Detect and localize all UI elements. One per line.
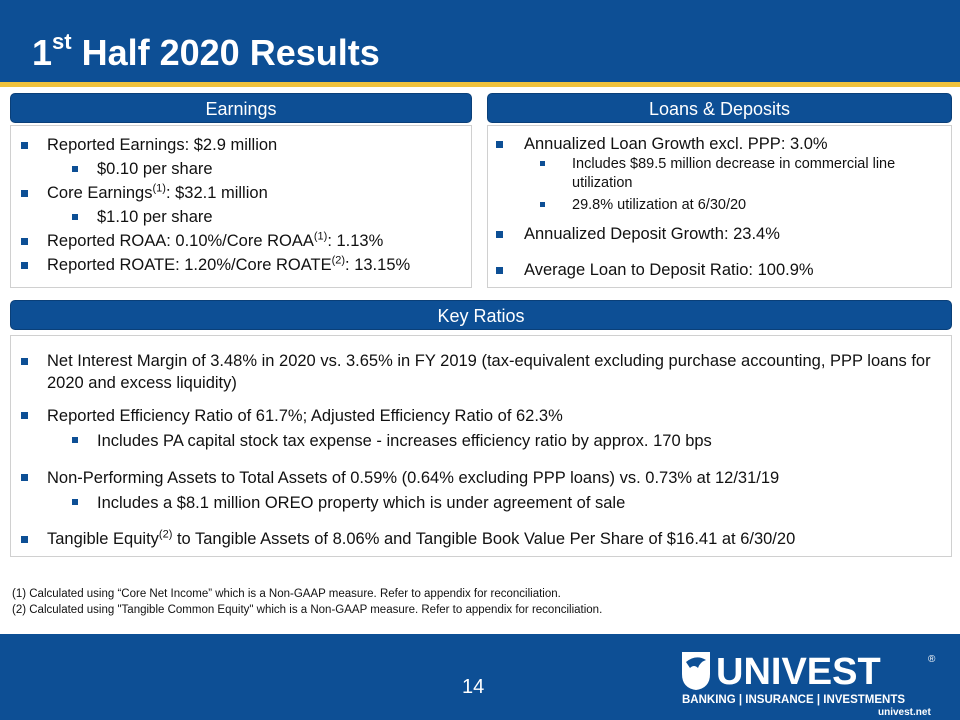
- bullet-icon: [496, 231, 503, 238]
- key-ratios-header: Key Ratios: [10, 300, 952, 330]
- bullet-icon: [21, 238, 28, 245]
- bullet-icon: [21, 358, 28, 365]
- sub-bullet-icon: [72, 499, 78, 505]
- loans-item: Annualized Loan Growth excl. PPP: 3.0%: [524, 135, 828, 153]
- footer-bar: [0, 634, 960, 720]
- title-bar: [0, 0, 960, 82]
- key-ratio-item: Tangible Equity(2) to Tangible Assets of…: [47, 528, 796, 548]
- earnings-item: Core Earnings(1): $32.1 million: [47, 182, 268, 202]
- earnings-item: $0.10 per share: [97, 160, 213, 178]
- key-ratio-item: Net Interest Margin of 3.48% in 2020 vs.…: [47, 352, 931, 392]
- loans-item: Includes $89.5 million decrease in comme…: [572, 156, 896, 191]
- accent-stripe: [0, 82, 960, 87]
- loans-deposits-header: Loans & Deposits: [487, 93, 952, 123]
- loans-item: 29.8% utilization at 6/30/20: [572, 197, 747, 213]
- footnote: (1) Calculated using “Core Net Income” w…: [12, 588, 561, 600]
- loans-item: Annualized Deposit Growth: 23.4%: [524, 225, 780, 243]
- earnings-item: Reported Earnings: $2.9 million: [47, 136, 278, 154]
- page-number: 14: [462, 676, 485, 698]
- bullet-icon: [21, 536, 28, 543]
- footnote: (2) Calculated using "Tangible Common Eq…: [12, 604, 603, 616]
- univest-logo: UNIVEST ® BANKING | INSURANCE | INVESTME…: [682, 651, 936, 718]
- sub-bullet-icon: [72, 437, 78, 443]
- bullet-icon: [21, 474, 28, 481]
- earnings-box: Reported Earnings: $2.9 million $0.10 pe…: [10, 125, 472, 288]
- earnings-header: Earnings: [10, 93, 472, 123]
- title-superscript: st: [52, 29, 72, 54]
- sub-bullet-icon: [540, 202, 545, 207]
- logo-tagline: BANKING | INSURANCE | INVESTMENTS: [682, 694, 905, 706]
- earnings-item: Reported ROATE: 1.20%/Core ROATE(2): 13.…: [47, 254, 411, 274]
- sub-bullet-icon: [72, 166, 78, 172]
- key-ratio-item: Includes a $8.1 million OREO property wh…: [97, 494, 626, 512]
- sub-bullet-icon: [72, 214, 78, 220]
- title-rest: Half 2020 Results: [71, 32, 380, 73]
- bullet-icon: [21, 412, 28, 419]
- key-ratio-item: Non-Performing Assets to Total Assets of…: [47, 469, 780, 487]
- key-ratio-item: Reported Efficiency Ratio of 61.7%; Adju…: [47, 407, 563, 425]
- page-title: 1st Half 2020 Results: [32, 30, 380, 76]
- key-ratio-item: Includes PA capital stock tax expense - …: [97, 432, 712, 450]
- bullet-icon: [21, 142, 28, 149]
- bullet-icon: [496, 141, 503, 148]
- logo-wordmark: UNIVEST: [716, 651, 881, 693]
- bullet-icon: [21, 190, 28, 197]
- logo-url: univest.net: [878, 707, 931, 718]
- loans-deposits-box: Annualized Loan Growth excl. PPP: 3.0% I…: [487, 125, 952, 288]
- earnings-item: Reported ROAA: 0.10%/Core ROAA(1): 1.13%: [47, 230, 384, 250]
- bullet-icon: [21, 262, 28, 269]
- loans-item: Average Loan to Deposit Ratio: 100.9%: [524, 261, 814, 279]
- sub-bullet-icon: [540, 161, 545, 166]
- eagle-icon: [682, 652, 710, 690]
- key-ratios-box: Net Interest Margin of 3.48% in 2020 vs.…: [10, 335, 952, 557]
- registered-mark: ®: [928, 654, 936, 665]
- bullet-icon: [496, 267, 503, 274]
- title-prefix: 1: [32, 32, 53, 73]
- earnings-item: $1.10 per share: [97, 208, 213, 226]
